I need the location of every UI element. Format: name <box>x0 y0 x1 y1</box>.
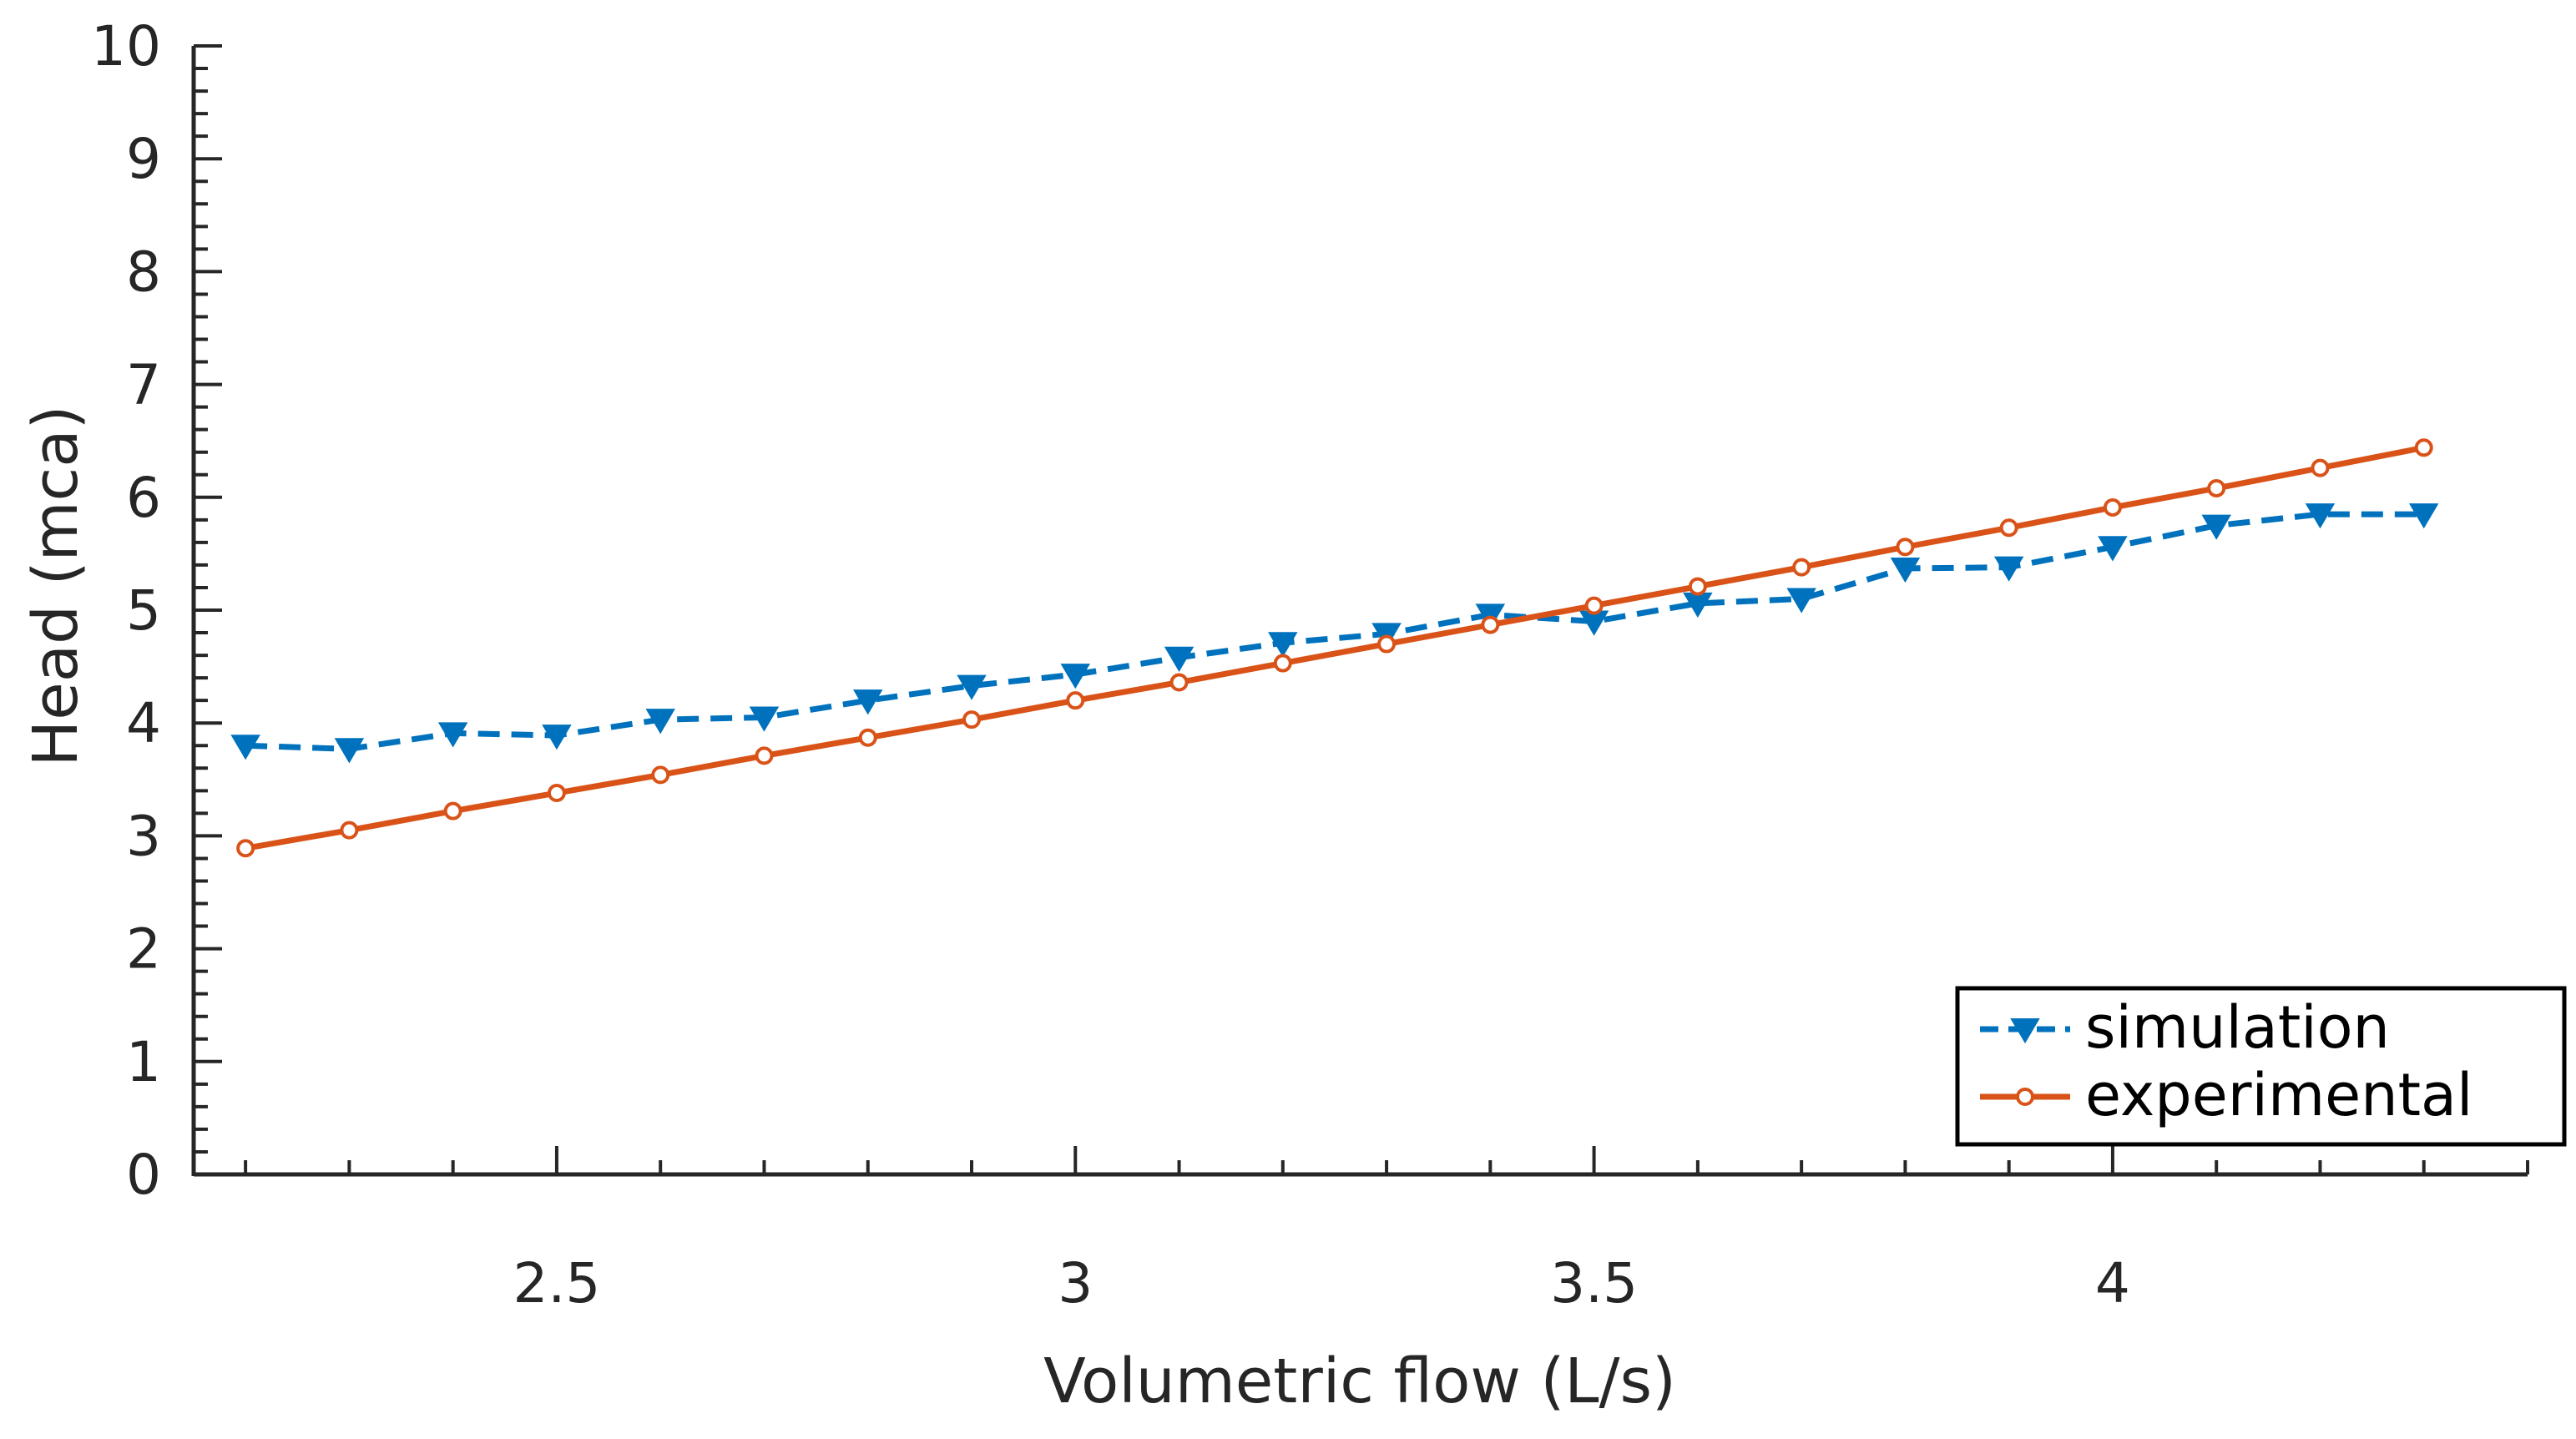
y-tick-label: 0 <box>126 1143 161 1207</box>
simulation-point <box>2098 536 2128 562</box>
y-tick-label: 10 <box>91 14 161 78</box>
x-axis-title: Volumetric flow (L/s) <box>1043 1346 1676 1417</box>
x-tick-label: 2.5 <box>513 1251 600 1315</box>
simulation-point <box>2408 503 2439 529</box>
simulation-point <box>1060 664 1091 689</box>
experimental-point <box>651 765 670 785</box>
experimental-point <box>443 801 462 820</box>
y-tick-label: 8 <box>126 240 161 304</box>
experimental-point <box>1999 518 2018 538</box>
experimental-point <box>1688 577 1707 596</box>
experimental-point <box>1896 538 1915 557</box>
simulation-point <box>957 674 987 700</box>
plot-series <box>230 438 2439 858</box>
experimental-point <box>547 784 566 803</box>
experimental-point <box>2311 458 2330 477</box>
experimental-line <box>245 444 2425 851</box>
experimental-point <box>2103 497 2122 517</box>
legend-box <box>1955 986 2567 1147</box>
experimental-point <box>2207 478 2226 497</box>
legend: simulation experimental <box>1955 986 2567 1147</box>
y-tick-label: 7 <box>126 353 161 417</box>
axes <box>191 44 2529 1177</box>
legend-label-simulation: simulation <box>2085 993 2390 1062</box>
experimental-point <box>2414 438 2433 457</box>
legend-swatch-experimental <box>1980 1088 2070 1106</box>
y-tick-label: 1 <box>126 1030 161 1094</box>
simulation-line <box>245 511 2424 752</box>
simulation-point <box>334 738 365 764</box>
simulation-point <box>2305 503 2336 529</box>
simulation-point <box>542 725 572 750</box>
legend-swatch-simulation <box>1980 1018 2070 1044</box>
experimental-point <box>236 839 255 858</box>
x-tick-label: 3 <box>1058 1251 1093 1315</box>
tick-labels: 0 1 2 3 4 5 6 7 8 9 10 2.5 3 3.5 4 <box>91 14 2130 1315</box>
simulation-point <box>230 735 260 760</box>
simulation-point <box>2201 514 2231 540</box>
experimental-point <box>858 728 877 747</box>
simulation-point <box>645 709 675 735</box>
simulation-point <box>749 706 780 732</box>
y-tick-label: 4 <box>126 691 161 755</box>
x-tick-label: 3.5 <box>1550 1251 1638 1315</box>
series-simulation <box>230 503 2439 764</box>
experimental-point <box>1584 596 1604 615</box>
series-experimental <box>236 438 2433 858</box>
simulation-point <box>1786 588 1816 613</box>
experimental-point <box>340 820 359 840</box>
legend-label-experimental: experimental <box>2085 1061 2472 1129</box>
y-tick-label: 9 <box>126 127 161 191</box>
simulation-point <box>1890 557 1921 583</box>
experimental-point <box>1481 615 1500 634</box>
experimental-point <box>1273 654 1292 673</box>
experimental-point <box>1066 691 1085 710</box>
y-tick-label: 5 <box>126 578 161 643</box>
y-tick-label: 3 <box>126 804 161 868</box>
experimental-point <box>1169 673 1189 692</box>
simulation-point <box>1164 646 1195 672</box>
experimental-point <box>755 746 774 765</box>
simulation-point <box>1268 632 1298 658</box>
y-tick-label: 6 <box>126 466 161 530</box>
y-tick-label: 2 <box>126 917 161 982</box>
legend-marker-simulation <box>2010 1018 2040 1044</box>
experimental-point <box>962 710 981 730</box>
experimental-point <box>1792 558 1811 577</box>
simulation-point <box>437 722 468 748</box>
experimental-point <box>1377 634 1397 654</box>
legend-marker-experimental <box>2016 1088 2034 1106</box>
x-tick-label: 4 <box>2095 1251 2130 1315</box>
y-axis-title: Head (mca) <box>20 406 92 767</box>
simulation-point <box>1993 556 2024 582</box>
simulation-point <box>852 689 883 715</box>
